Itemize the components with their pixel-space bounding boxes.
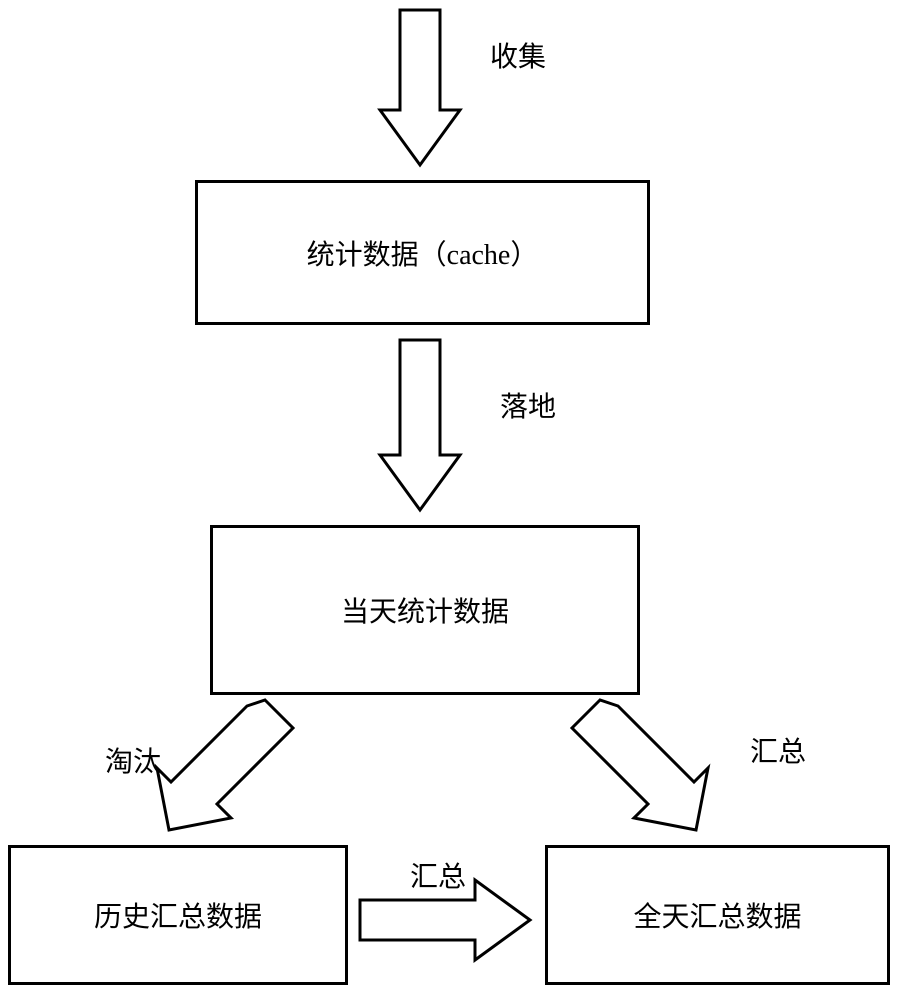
node-cache: 统计数据（cache） bbox=[195, 180, 650, 325]
arrow-collect-label: 收集 bbox=[490, 35, 546, 75]
arrow-summarize1 bbox=[570, 700, 715, 840]
node-history: 历史汇总数据 bbox=[8, 845, 348, 985]
arrow-eliminate bbox=[155, 700, 300, 840]
node-history-label: 历史汇总数据 bbox=[94, 895, 262, 935]
arrow-summarize1-label: 汇总 bbox=[750, 730, 806, 770]
node-cache-label: 统计数据（cache） bbox=[307, 233, 539, 273]
node-today-label: 当天统计数据 bbox=[341, 590, 509, 630]
arrow-land-label: 落地 bbox=[500, 385, 556, 425]
node-allday-label: 全天汇总数据 bbox=[633, 895, 801, 935]
arrow-summarize2-label: 汇总 bbox=[410, 855, 466, 895]
node-allday: 全天汇总数据 bbox=[545, 845, 890, 985]
node-today: 当天统计数据 bbox=[210, 525, 640, 695]
arrow-land bbox=[380, 340, 460, 515]
arrow-collect bbox=[380, 10, 460, 170]
arrow-eliminate-label: 淘汰 bbox=[105, 740, 161, 780]
